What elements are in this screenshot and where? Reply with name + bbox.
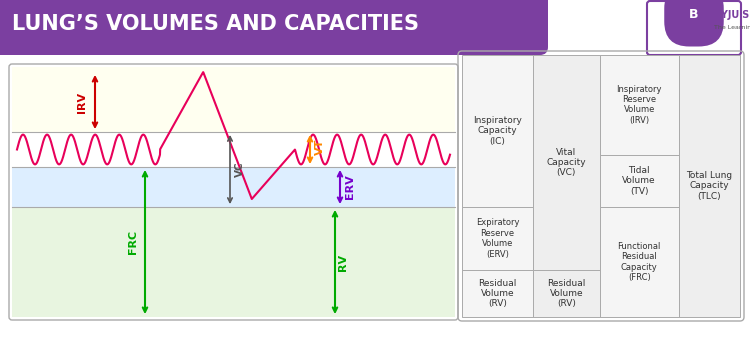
FancyBboxPatch shape xyxy=(0,0,548,55)
Text: B: B xyxy=(689,8,699,22)
Text: Total Lung
Capacity
(TLC): Total Lung Capacity (TLC) xyxy=(686,171,733,201)
Bar xyxy=(12,67,455,132)
Text: Inspiratory
Capacity
(IC): Inspiratory Capacity (IC) xyxy=(473,116,522,146)
Text: Tidal
Volume
(TV): Tidal Volume (TV) xyxy=(622,166,656,196)
Bar xyxy=(0,0,300,47)
Bar xyxy=(533,270,599,317)
Text: BYJU'S: BYJU'S xyxy=(714,10,749,20)
Text: IRV: IRV xyxy=(77,91,87,113)
Bar xyxy=(12,207,455,317)
Text: LUNG’S VOLUMES AND CAPACITIES: LUNG’S VOLUMES AND CAPACITIES xyxy=(12,14,419,34)
Text: Residual
Volume
(RV): Residual Volume (RV) xyxy=(478,278,517,308)
Bar xyxy=(12,167,455,207)
Text: Vital
Capacity
(VC): Vital Capacity (VC) xyxy=(547,148,586,177)
Bar xyxy=(462,270,533,317)
Text: Residual
Volume
(RV): Residual Volume (RV) xyxy=(547,278,586,308)
Text: Inspiratory
Reserve
Volume
(IRV): Inspiratory Reserve Volume (IRV) xyxy=(616,85,662,125)
Bar xyxy=(462,55,533,207)
Text: VT: VT xyxy=(315,138,325,155)
Bar xyxy=(599,155,679,207)
Bar xyxy=(462,207,533,270)
FancyBboxPatch shape xyxy=(647,1,741,55)
Text: FRC: FRC xyxy=(128,230,138,254)
Text: Functional
Residual
Capacity
(FRC): Functional Residual Capacity (FRC) xyxy=(617,242,661,282)
Bar xyxy=(679,55,740,317)
Text: The Learning App: The Learning App xyxy=(714,25,750,30)
Bar xyxy=(599,55,679,155)
Bar xyxy=(12,132,455,167)
Bar xyxy=(599,207,679,317)
Text: VC: VC xyxy=(235,162,245,177)
Text: Expiratory
Reserve
Volume
(ERV): Expiratory Reserve Volume (ERV) xyxy=(476,218,519,258)
Text: ERV: ERV xyxy=(345,175,355,200)
Bar xyxy=(533,55,599,270)
Text: RV: RV xyxy=(338,253,348,271)
